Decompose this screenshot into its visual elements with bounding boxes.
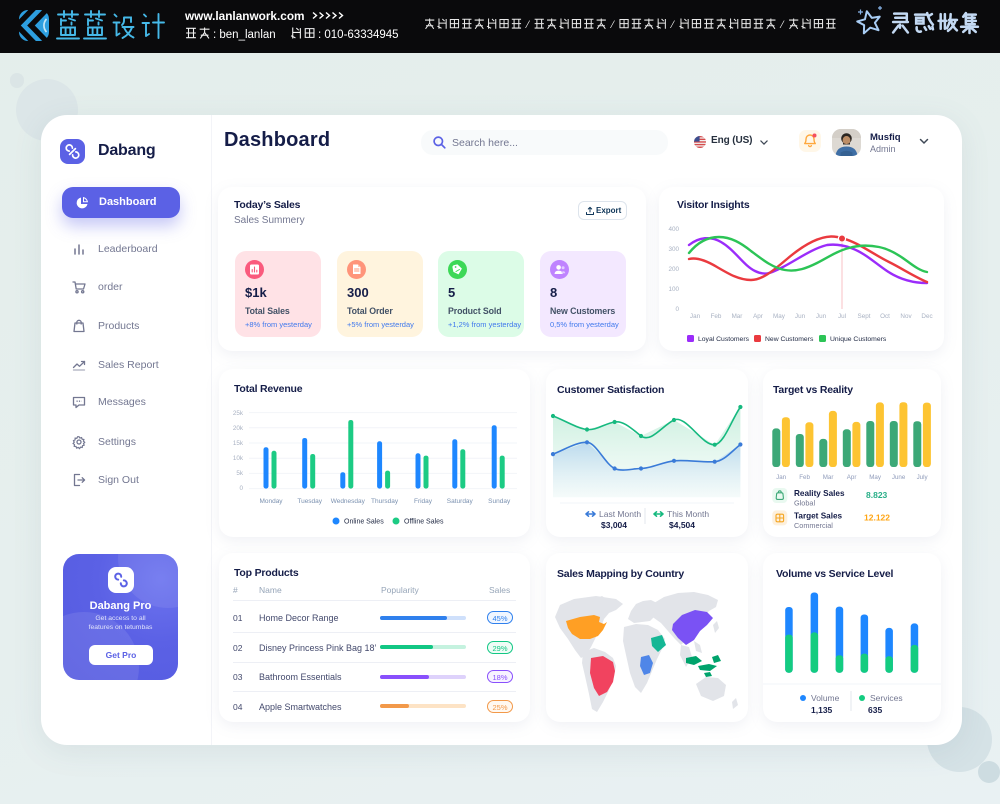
svg-text:May: May — [869, 474, 882, 481]
svg-text:Target Sales: Target Sales — [794, 512, 843, 521]
svg-text:635: 635 — [868, 705, 882, 715]
svg-text:July: July — [917, 474, 929, 481]
svg-text:Feb: Feb — [799, 474, 810, 481]
svg-text:Global: Global — [794, 499, 815, 508]
svg-text:Dec: Dec — [921, 313, 932, 320]
svg-text:25k: 25k — [233, 410, 244, 417]
svg-text:Services: Services — [870, 693, 903, 703]
svg-text:Wednesday: Wednesday — [331, 498, 366, 505]
svg-text:May: May — [773, 313, 786, 320]
svg-text:: 010-63334945: : 010-63334945 — [318, 29, 399, 41]
svg-text:12.122: 12.122 — [864, 513, 890, 523]
svg-text:Saturday: Saturday — [447, 498, 474, 505]
svg-text:300: 300 — [668, 246, 679, 253]
svg-text:8.823: 8.823 — [866, 490, 888, 500]
svg-text:Jun: Jun — [795, 313, 806, 320]
svg-text:/: / — [779, 17, 785, 31]
svg-text:Mar: Mar — [732, 313, 743, 320]
svg-text:Offline Sales: Offline Sales — [404, 519, 444, 526]
svg-text:Unique Customers: Unique Customers — [830, 336, 887, 343]
svg-text:Sept: Sept — [858, 313, 871, 320]
svg-text:Jan: Jan — [776, 474, 787, 481]
svg-text:1,135: 1,135 — [811, 705, 833, 715]
svg-text:www.lanlanwork.com: www.lanlanwork.com — [184, 9, 305, 23]
svg-text:0: 0 — [675, 306, 679, 313]
svg-text:Friday: Friday — [414, 498, 433, 505]
svg-text:/: / — [610, 17, 616, 31]
svg-text:Commercial: Commercial — [794, 521, 833, 530]
svg-text:Last Month: Last Month — [599, 509, 641, 519]
svg-text:Oct: Oct — [880, 313, 890, 320]
svg-text:Monday: Monday — [259, 498, 283, 505]
svg-text:15k: 15k — [233, 440, 244, 447]
svg-text:0: 0 — [239, 485, 243, 492]
svg-text:Tuesday: Tuesday — [297, 498, 322, 505]
svg-text:Online Sales: Online Sales — [344, 519, 384, 526]
svg-text:Loyal Customers: Loyal Customers — [698, 336, 750, 343]
svg-text:5k: 5k — [236, 470, 244, 477]
svg-text:100: 100 — [668, 286, 679, 293]
svg-text:Sunday: Sunday — [488, 498, 511, 505]
svg-text:Apr: Apr — [753, 313, 763, 320]
svg-text:400: 400 — [668, 226, 679, 233]
svg-text:: ben_lanlan: : ben_lanlan — [213, 29, 276, 41]
svg-text:New Customers: New Customers — [765, 336, 814, 343]
svg-text:Jan: Jan — [690, 313, 701, 320]
svg-text:/: / — [670, 17, 676, 31]
svg-text:Volume: Volume — [811, 693, 840, 703]
svg-text:Reality Sales: Reality Sales — [794, 489, 845, 498]
svg-text:Mar: Mar — [823, 474, 834, 481]
svg-text:20k: 20k — [233, 425, 244, 432]
svg-text:Apr: Apr — [847, 474, 857, 481]
svg-text:200: 200 — [668, 266, 679, 273]
svg-text:/: / — [525, 17, 531, 31]
svg-text:Feb: Feb — [711, 313, 722, 320]
svg-text:10k: 10k — [233, 455, 244, 462]
svg-text:Jun: Jun — [816, 313, 827, 320]
svg-text:$4,504: $4,504 — [669, 520, 695, 530]
svg-text:Thursday: Thursday — [371, 498, 399, 505]
svg-text:This Month: This Month — [667, 509, 709, 519]
svg-text:June: June — [892, 474, 906, 481]
svg-text:Jul: Jul — [838, 313, 846, 320]
svg-text:Nov: Nov — [900, 313, 912, 320]
svg-text:$3,004: $3,004 — [601, 520, 627, 530]
